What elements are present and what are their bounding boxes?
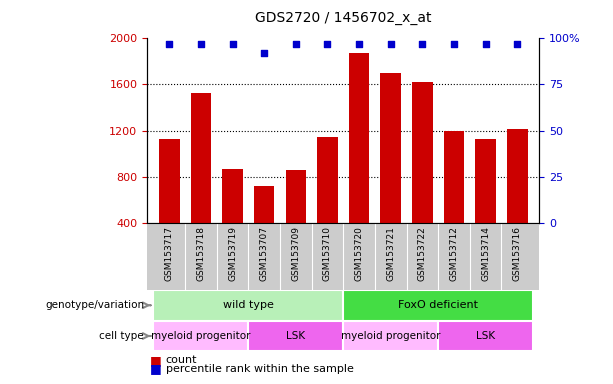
Bar bbox=[343, 290, 533, 321]
Bar bbox=[223, 169, 243, 269]
Bar bbox=[153, 290, 343, 321]
Text: cell type: cell type bbox=[99, 331, 144, 341]
Text: GSM153709: GSM153709 bbox=[291, 226, 300, 281]
Bar bbox=[159, 139, 180, 269]
Text: ■: ■ bbox=[150, 354, 162, 367]
Text: count: count bbox=[166, 355, 197, 365]
Bar bbox=[248, 321, 343, 351]
Text: myeloid progenitor: myeloid progenitor bbox=[151, 331, 251, 341]
Point bbox=[227, 41, 237, 47]
Text: GSM153721: GSM153721 bbox=[386, 226, 395, 281]
Text: FoxO deficient: FoxO deficient bbox=[398, 300, 478, 310]
Bar bbox=[349, 53, 370, 269]
Bar bbox=[153, 321, 248, 351]
Text: LSK: LSK bbox=[476, 331, 495, 341]
Bar bbox=[343, 321, 438, 351]
Point bbox=[512, 41, 522, 47]
Text: percentile rank within the sample: percentile rank within the sample bbox=[166, 364, 353, 374]
Text: GSM153722: GSM153722 bbox=[418, 226, 427, 281]
Bar bbox=[412, 82, 433, 269]
Point bbox=[322, 41, 332, 47]
Text: GSM153712: GSM153712 bbox=[449, 226, 459, 281]
Bar bbox=[317, 137, 338, 269]
Text: GSM153710: GSM153710 bbox=[323, 226, 332, 281]
Text: myeloid progenitor: myeloid progenitor bbox=[341, 331, 441, 341]
Point bbox=[481, 41, 490, 47]
Text: GSM153718: GSM153718 bbox=[196, 226, 205, 281]
Bar bbox=[254, 186, 275, 269]
Point bbox=[386, 41, 395, 47]
Text: GSM153717: GSM153717 bbox=[165, 226, 173, 281]
Point bbox=[164, 41, 174, 47]
Bar bbox=[444, 131, 464, 269]
Bar bbox=[381, 73, 401, 269]
Point bbox=[291, 41, 301, 47]
Text: ■: ■ bbox=[150, 362, 162, 375]
Text: GSM153716: GSM153716 bbox=[513, 226, 522, 281]
Bar bbox=[507, 129, 528, 269]
Text: GSM153707: GSM153707 bbox=[260, 226, 268, 281]
Bar bbox=[191, 93, 211, 269]
Bar bbox=[438, 321, 533, 351]
Text: wild type: wild type bbox=[223, 300, 274, 310]
Point bbox=[196, 41, 206, 47]
Text: GSM153719: GSM153719 bbox=[228, 226, 237, 281]
Point bbox=[259, 50, 269, 56]
Point bbox=[354, 41, 364, 47]
Text: LSK: LSK bbox=[286, 331, 305, 341]
Bar bbox=[286, 170, 306, 269]
Text: GDS2720 / 1456702_x_at: GDS2720 / 1456702_x_at bbox=[255, 11, 432, 25]
Text: GSM153720: GSM153720 bbox=[354, 226, 364, 281]
Text: GSM153714: GSM153714 bbox=[481, 226, 490, 281]
Bar bbox=[475, 139, 496, 269]
Text: genotype/variation: genotype/variation bbox=[45, 300, 144, 310]
Point bbox=[417, 41, 427, 47]
Point bbox=[449, 41, 459, 47]
